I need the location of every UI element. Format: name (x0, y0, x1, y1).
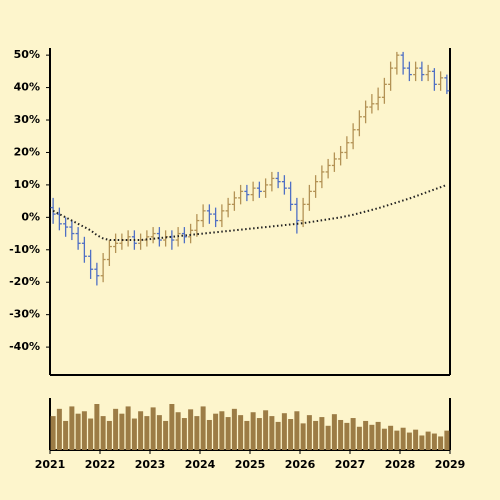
volume-bar (413, 429, 419, 450)
x-tick-label: 2027 (335, 458, 366, 471)
volume-bar (406, 432, 412, 450)
volume-bar (381, 428, 387, 450)
volume-bar (200, 406, 206, 450)
volume-bar (181, 418, 187, 450)
y-tick-label: 10% (14, 178, 40, 191)
volume-bar (119, 413, 125, 450)
moving-average (52, 183, 448, 242)
volume-bar (288, 419, 294, 450)
volume-bar (231, 408, 237, 450)
volume-bar (81, 411, 87, 450)
volume-bar (94, 404, 100, 450)
volume-bar (363, 420, 369, 450)
volume-bar (150, 407, 156, 450)
volume-bar (275, 421, 281, 450)
volume-bar (169, 404, 175, 450)
y-tick-label: 50% (14, 48, 40, 61)
volume-bar (175, 412, 181, 450)
volume-bar (100, 416, 106, 450)
x-tick-label: 2029 (435, 458, 466, 471)
x-tick-label: 2022 (85, 458, 116, 471)
volume-bar (63, 420, 69, 450)
volume-bar (350, 418, 356, 450)
volume-bar (144, 416, 150, 450)
volume-bar (188, 409, 194, 450)
volume-bar (281, 413, 287, 450)
volume-bar (131, 418, 137, 450)
volume-bar (163, 420, 169, 450)
volume-bar (388, 425, 394, 450)
x-tick-label: 2028 (385, 458, 416, 471)
volume-bar (438, 436, 444, 450)
volume-bar (269, 416, 275, 450)
volume-bar (113, 408, 119, 450)
volume-bar (319, 417, 325, 450)
volume-bar (425, 431, 431, 450)
y-tick-label: 0% (21, 210, 40, 223)
volume-bar (369, 424, 375, 450)
y-tick-label: -10% (9, 243, 40, 256)
volume-bar (256, 418, 262, 450)
volume-bar (419, 435, 425, 450)
volume-bar (313, 420, 319, 450)
volume-bar (344, 422, 350, 450)
volume-bar (138, 411, 144, 450)
y-tick-label: -30% (9, 308, 40, 321)
volume-bar (431, 433, 437, 450)
x-tick-label: 2025 (235, 458, 266, 471)
y-tick-label: 30% (14, 113, 40, 126)
volume-bar (331, 414, 337, 450)
volume-bar (50, 416, 56, 450)
volume-bar (244, 420, 250, 450)
volume-bar (306, 415, 312, 450)
volume-bar (444, 430, 450, 450)
volume-bar (56, 408, 62, 450)
volume-bar (194, 416, 200, 450)
volume-bar (219, 411, 225, 450)
volume-bar (394, 430, 400, 450)
volume-bar (338, 419, 344, 450)
y-tick-label: -20% (9, 275, 40, 288)
volume-bar (69, 406, 75, 450)
volume-bar (213, 413, 219, 450)
volume-bar (88, 418, 94, 450)
volume-bar (238, 415, 244, 450)
x-tick-label: 2024 (185, 458, 216, 471)
volume-bar (106, 420, 112, 450)
volume-bar (75, 413, 81, 450)
y-tick-label: 20% (14, 145, 40, 158)
volume-bar (263, 410, 269, 450)
volume-bar (300, 423, 306, 450)
y-tick-label: -40% (9, 340, 40, 353)
volume-bar (250, 412, 256, 450)
volume-bar (125, 406, 131, 450)
volume-bar (400, 427, 406, 450)
volume-bar (294, 411, 300, 450)
volume-bar (156, 415, 162, 450)
volume-bar (356, 426, 362, 450)
volume-bar (375, 421, 381, 450)
volume-bar (206, 419, 212, 450)
volume-bar (225, 417, 231, 450)
x-tick-label: 2021 (35, 458, 66, 471)
y-tick-label: 40% (14, 81, 40, 94)
volume-bar (325, 425, 331, 450)
x-tick-label: 2023 (135, 458, 166, 471)
x-tick-label: 2026 (285, 458, 316, 471)
